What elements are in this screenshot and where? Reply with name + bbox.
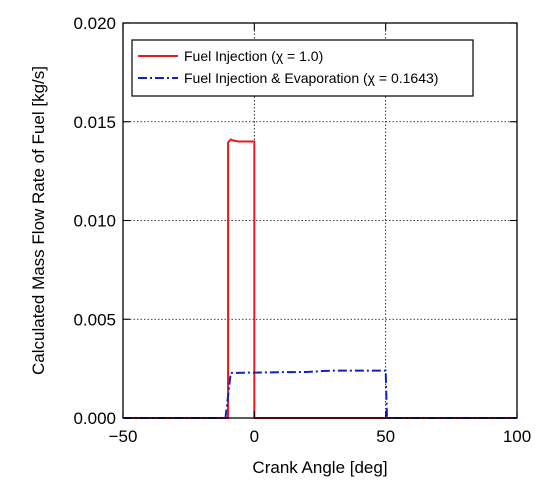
- legend-box: [131, 39, 474, 97]
- legend-label-fuel-injection: Fuel Injection (χ = 1.0): [184, 48, 323, 64]
- x-tick-label: −50: [109, 427, 138, 446]
- series-line-injection-evaporation: [123, 369, 517, 419]
- y-tick-label: 0.015: [73, 113, 116, 132]
- y-tick-label: 0.000: [73, 409, 116, 428]
- axis-ticks: −50 0 50 100 0.000 0.005 0.010 0.015 0.020: [73, 14, 531, 446]
- x-tick-label: 0: [250, 427, 259, 446]
- x-tick-label: 50: [376, 427, 395, 446]
- series-line-fuel-injection: [123, 138, 517, 419]
- y-tick-label: 0.010: [73, 212, 116, 231]
- legend-label-injection-evaporation: Fuel Injection & Evaporation (χ = 0.1643…: [184, 70, 438, 86]
- y-axis-label: Calculated Mass Flow Rate of Fuel [kg/s]: [29, 66, 48, 375]
- y-tick-label: 0.005: [73, 310, 116, 329]
- legend: Fuel Injection (χ = 1.0) Fuel Injection …: [131, 39, 474, 97]
- x-axis-label: Crank Angle [deg]: [252, 458, 387, 477]
- series-layer: [123, 138, 517, 419]
- x-tick-label: 100: [503, 427, 531, 446]
- y-tick-label: 0.020: [73, 14, 116, 33]
